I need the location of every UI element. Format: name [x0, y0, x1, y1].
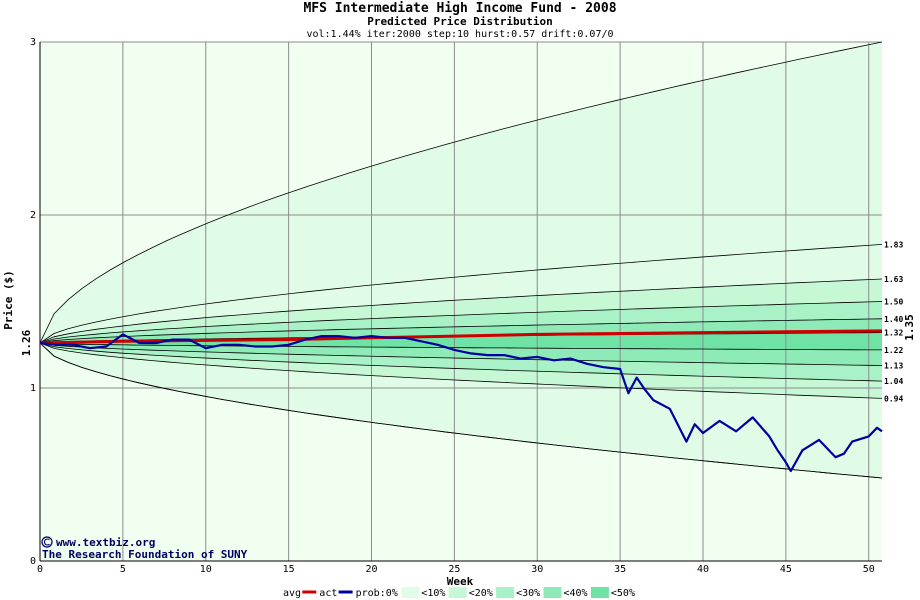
legend: avg act prob:0% <10% <20% <30% <40% <50%	[283, 587, 635, 599]
legend-label: <50%	[611, 588, 635, 599]
legend-label: <20%	[469, 588, 493, 599]
start-price-label: 1.26	[20, 329, 33, 356]
band-end-label: 1.40	[884, 315, 903, 324]
legend-label: <10%	[421, 588, 445, 599]
band-end-label: 0.94	[884, 394, 903, 403]
band-boundary-line	[39, 301, 883, 344]
x-tick-label: 0	[37, 564, 43, 575]
end-price-label: 1.35	[903, 314, 916, 341]
band-boundary-line	[39, 342, 882, 351]
x-tick-label: 20	[365, 564, 377, 575]
band-end-label: 1.50	[884, 298, 903, 307]
chart-title: MFS Intermediate High Income Fund - 2008	[303, 1, 616, 16]
chart-params: vol:1.44% iter:2000 step:10 hurst:0.57 d…	[306, 29, 613, 40]
band-end-label: 1.04	[884, 377, 903, 386]
credit-line-1: www.textbiz.org	[56, 536, 155, 549]
y-axis-label: Price ($)	[2, 270, 15, 330]
band-end-label: 1.13	[884, 362, 903, 371]
band-boundary-line	[39, 342, 883, 399]
legend-band-swatch	[590, 587, 609, 598]
band-end-label: 1.22	[884, 346, 903, 355]
band-end-label: 1.32	[884, 329, 903, 338]
legend-label: prob:0%	[356, 588, 398, 599]
x-tick-label: 50	[863, 564, 875, 575]
chart-subtitle: Predicted Price Distribution	[367, 15, 552, 28]
x-tick-label: 5	[120, 564, 126, 575]
actual-line	[39, 333, 883, 473]
legend-band-swatch	[401, 587, 420, 598]
band-boundary-line	[39, 342, 883, 366]
y-tick-label: 3	[30, 37, 36, 48]
legend-label: <40%	[564, 588, 588, 599]
band-boundary-line	[39, 318, 883, 344]
band-end-label: 1.83	[884, 240, 903, 249]
plot-area: 0 5 10 15 20 25 30 35 40 45 50 0 1 2 3 1.26 1.83 1.63 1.50…	[20, 37, 916, 575]
x-tick-label: 15	[283, 564, 295, 575]
y-tick-label: 0	[30, 556, 36, 567]
band-boundary-line	[39, 342, 883, 382]
band-end-label: 1.63	[884, 275, 903, 284]
legend-label: avg	[283, 588, 301, 599]
legend-band-swatch	[448, 587, 467, 598]
x-tick-label: 40	[697, 564, 709, 575]
x-axis-label: Week	[447, 575, 474, 588]
y-tick-label: 1	[30, 383, 36, 394]
band-boundary-line	[39, 41, 883, 344]
y-tick-label: 2	[30, 210, 36, 221]
band-boundary-line	[39, 342, 883, 479]
x-tick-label: 30	[531, 564, 543, 575]
band-boundary-line	[39, 244, 883, 344]
legend-label: act	[319, 588, 337, 599]
x-tick-label: 10	[200, 564, 212, 575]
copyright-icon	[41, 536, 53, 548]
band-boundary-line	[39, 278, 883, 344]
x-tick-label: 45	[780, 564, 792, 575]
credit-line-2: The Research Foundation of SUNY	[42, 548, 248, 561]
legend-label: <30%	[516, 588, 540, 599]
legend-band-swatch	[543, 587, 562, 598]
x-tick-label: 25	[448, 564, 460, 575]
legend-band-swatch	[496, 587, 515, 598]
x-tick-label: 35	[614, 564, 626, 575]
